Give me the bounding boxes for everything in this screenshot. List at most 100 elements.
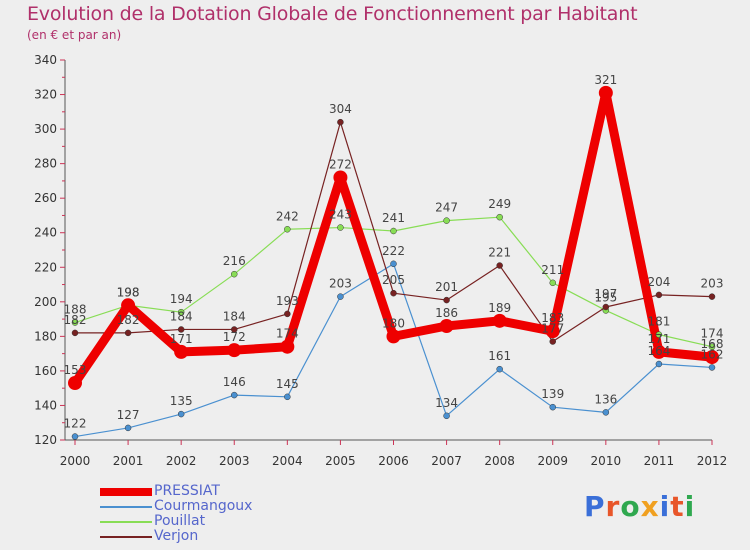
data-point-courmangoux — [231, 391, 238, 399]
data-point-pouillat — [496, 213, 503, 221]
data-point-courmangoux — [443, 412, 450, 420]
chart-subtitle: (en € et par an) — [27, 28, 122, 42]
data-point-pressiat — [280, 339, 295, 354]
legend-label: Courmangoux — [154, 498, 253, 514]
logo-letter: i — [659, 490, 671, 523]
data-label-courmangoux: 134 — [435, 396, 458, 410]
data-label-courmangoux: 136 — [594, 392, 617, 406]
data-point-verjon — [284, 310, 291, 318]
data-point-pressiat — [705, 350, 719, 365]
data-point-pressiat — [121, 298, 136, 313]
data-label-courmangoux: 222 — [382, 244, 405, 258]
data-label-pressiat: 180 — [382, 316, 405, 330]
y-tick-label: 220 — [34, 260, 57, 274]
data-point-courmangoux — [390, 260, 397, 268]
data-label-courmangoux: 146 — [223, 375, 246, 389]
chart-title: Evolution de la Dotation Globale de Fonc… — [27, 3, 638, 25]
data-point-pouillat — [390, 227, 397, 235]
data-label-verjon: 193 — [276, 294, 299, 308]
data-point-pouillat — [708, 343, 716, 350]
x-tick-label: 2007 — [431, 454, 462, 468]
data-label-pressiat: 272 — [329, 157, 352, 171]
data-label-pressiat: 321 — [594, 73, 617, 87]
y-tick-label: 180 — [34, 329, 57, 343]
data-label-verjon: 177 — [541, 322, 564, 336]
data-label-pouillat: 195 — [594, 290, 617, 304]
y-tick-label: 240 — [34, 226, 57, 240]
data-label-pressiat: 171 — [647, 332, 670, 346]
data-label-pouillat: 198 — [117, 285, 140, 299]
data-point-courmangoux — [496, 365, 503, 373]
data-point-pressiat — [598, 85, 613, 100]
data-point-verjon — [443, 296, 450, 304]
x-tick-label: 2002 — [166, 454, 197, 468]
data-label-pouillat: 241 — [382, 211, 405, 225]
data-label-verjon: 197 — [594, 287, 617, 301]
legend-swatch — [100, 488, 152, 496]
data-point-pressiat — [174, 344, 189, 359]
data-label-courmangoux: 127 — [117, 408, 140, 422]
data-label-verjon: 203 — [701, 277, 724, 291]
logo-letter: r — [605, 490, 621, 523]
data-point-courmangoux — [655, 360, 663, 368]
logo-letter: i — [684, 490, 696, 523]
x-tick-label: 2005 — [325, 454, 356, 468]
data-point-verjon — [390, 289, 397, 297]
data-label-pressiat: 189 — [488, 301, 511, 315]
legend-swatch — [100, 506, 152, 508]
y-tick-label: 340 — [34, 53, 57, 67]
data-point-verjon — [496, 262, 503, 269]
data-label-verjon: 221 — [488, 246, 511, 260]
data-label-pressiat: 198 — [117, 285, 140, 299]
data-point-verjon — [602, 303, 610, 311]
data-point-courmangoux — [177, 410, 185, 418]
data-label-pouillat: 242 — [276, 209, 299, 223]
data-point-pouillat — [549, 279, 556, 287]
x-tick-label: 2008 — [484, 454, 515, 468]
data-point-pressiat — [68, 376, 82, 390]
data-point-pressiat — [492, 313, 507, 328]
data-label-pressiat: 172 — [223, 330, 246, 344]
data-label-courmangoux: 164 — [647, 344, 670, 358]
data-label-courmangoux: 161 — [488, 349, 511, 363]
data-label-pouillat: 247 — [435, 201, 458, 215]
logo-letter: P — [584, 490, 606, 523]
data-point-verjon — [708, 293, 716, 300]
data-point-pressiat — [545, 324, 560, 339]
legend-swatch — [100, 536, 152, 538]
x-tick-label: 2006 — [378, 454, 409, 468]
series-points — [68, 85, 719, 440]
data-label-verjon: 201 — [435, 280, 458, 294]
data-label-verjon: 204 — [647, 275, 670, 289]
data-label-pressiat: 171 — [170, 332, 193, 346]
y-tick-label: 260 — [34, 191, 57, 205]
y-tick-label: 320 — [34, 88, 57, 102]
data-point-courmangoux — [337, 293, 344, 300]
proxiti-logo: Proxiti — [584, 490, 695, 523]
data-label-verjon: 182 — [117, 313, 140, 327]
y-tick-label: 120 — [34, 433, 57, 447]
y-tick-label: 200 — [34, 295, 57, 309]
chart-axes: 120 140 160 180 200 220 240 260 280 300 320 340 2000… — [34, 53, 727, 468]
data-label-verjon: 304 — [329, 102, 352, 116]
x-tick-label: 2012 — [697, 454, 728, 468]
data-label-courmangoux: 135 — [170, 394, 193, 408]
data-point-verjon — [655, 291, 663, 299]
logo-letter: x — [640, 490, 660, 523]
data-label-courmangoux: 162 — [701, 347, 724, 361]
data-point-pressiat — [651, 344, 666, 359]
data-label-pressiat: 186 — [435, 306, 458, 320]
x-tick-label: 2003 — [219, 454, 250, 468]
x-tick-label: 2000 — [60, 454, 91, 468]
data-label-pouillat: 243 — [329, 208, 352, 222]
data-label-pouillat: 216 — [223, 254, 246, 268]
data-point-pouillat — [337, 224, 344, 231]
data-label-pouillat: 181 — [647, 315, 670, 329]
data-label-courmangoux: 145 — [276, 377, 299, 391]
data-point-verjon — [337, 118, 344, 126]
data-point-verjon — [177, 326, 185, 333]
data-point-pressiat — [386, 329, 401, 344]
legend-label: Verjon — [154, 528, 199, 544]
